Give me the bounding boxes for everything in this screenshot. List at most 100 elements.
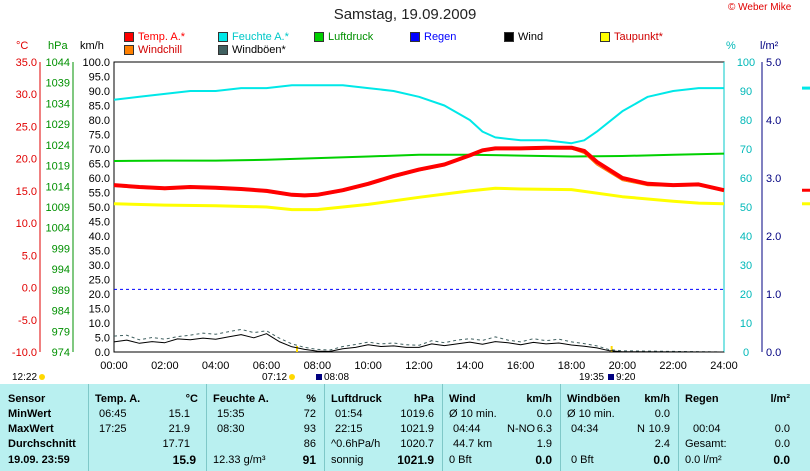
gust-max: 10.9 [648, 423, 670, 435]
legend-swatch [504, 32, 514, 42]
sunset-time: 19:35 [579, 372, 605, 383]
humidity-max-time: 08:30 [217, 423, 245, 435]
temp-tick-label: 30.0 [16, 89, 37, 101]
temp-header: Temp. A. [95, 393, 141, 405]
pressure-header: Luftdruck [331, 393, 382, 405]
legend-item: Feuchte A.* [218, 31, 289, 43]
wind-tick-label: 25.0 [89, 275, 110, 287]
temp-max: 21.9 [168, 423, 190, 435]
x-tick-label: 22:00 [659, 360, 687, 372]
legend-item: Taupunkt* [600, 31, 663, 43]
humidity-unit: % [306, 393, 316, 405]
humidity-tick-label: 20 [740, 289, 752, 301]
humidity-unit-label: % [726, 40, 736, 52]
x-tick-label: 02:00 [151, 360, 179, 372]
humidity-max: 93 [303, 423, 316, 435]
legend-item: Windchill [124, 44, 182, 56]
legend-item: Regen [410, 31, 456, 43]
series-line-wind [113, 333, 725, 353]
wind-tick-label: 40.0 [89, 231, 110, 243]
wind-tick-label: 70.0 [89, 144, 110, 156]
wind-tick-label: 0.0 [95, 347, 110, 359]
wind-max-direction: N-NO [507, 423, 536, 435]
gust-bft: 0 Bft [571, 454, 594, 466]
temp-column: Temp. A. °C 06:45 15.1 17:25 21.9 17.71 15.… [88, 384, 206, 471]
weather-chart: 35.0 30.0 25.0 20.0 15.0 10.0 5.0 0.0 -5.0 -10.0 1… [12, 57, 810, 372]
wind-column: Wind km/h Ø 10 min. 0.0 04:44 N-NO 6.3 44.7 … [442, 384, 560, 471]
humidity-tick-label: 70 [740, 144, 752, 156]
x-tick-label: 04:00 [202, 360, 230, 372]
humidity-tick-label: 80 [740, 115, 752, 127]
sunrise-end-marker: 08:08 [316, 372, 349, 383]
legend-label: Windböen* [232, 44, 286, 56]
wind-tick-label: 95.0 [89, 72, 110, 84]
gust-avg-label: Ø 10 min. [567, 408, 615, 420]
temp-current: 15.9 [172, 453, 196, 467]
label-min: MinWert [8, 408, 52, 420]
legend-item: Luftdruck [314, 31, 373, 43]
wind-tick-label: 60.0 [89, 173, 110, 185]
humidity-current: 91 [302, 453, 316, 467]
wind-max-time: 04:44 [453, 423, 481, 435]
chart-title: Samstag, 19.09.2009 [333, 6, 477, 23]
gust-avg: 2.4 [654, 438, 670, 450]
wind-bft: 0 Bft [449, 454, 472, 466]
sunset-end-marker: 9:20 [608, 372, 635, 383]
pressure-tick-label: 1034 [46, 98, 70, 110]
temp-tick-label: 35.0 [16, 57, 37, 69]
humidity-min: 72 [303, 408, 316, 420]
wind-avg-10min: 0.0 [536, 408, 552, 420]
temp-tick-label: 5.0 [22, 250, 37, 262]
x-tick-label: 08:00 [304, 360, 332, 372]
sun-icon [289, 374, 296, 381]
rain-current: 0.0 [773, 453, 790, 467]
statistics-table: Sensor MinWert MaxWert Durchschnitt 19.0… [0, 384, 810, 471]
pressure-current: 1021.9 [397, 453, 434, 467]
rain-tick-label: 3.0 [766, 173, 781, 185]
wind-avg-label: Ø 10 min. [449, 408, 497, 420]
x-tick-label: 14:00 [456, 360, 484, 372]
rain-max: 0.0 [774, 423, 790, 435]
pressure-tick-label: 974 [52, 347, 70, 359]
pressure-tick-label: 994 [52, 264, 70, 276]
gust-max-time: 04:34 [571, 423, 599, 435]
x-tick-label: 24:00 [710, 360, 738, 372]
x-tick-label: 00:00 [100, 360, 128, 372]
copyright-label: © Weber Mike [728, 2, 792, 13]
series-line-temp-a [113, 145, 725, 198]
legend-label: Windchill [138, 44, 183, 56]
sunset-marker: 19:35 [579, 372, 604, 383]
sunrise-left-marker: 12:22 [12, 372, 46, 383]
legend-item: Wind [504, 31, 543, 43]
legend-swatch [124, 45, 134, 55]
humidity-tick-label: 40 [740, 231, 752, 243]
temp-min: 15.1 [168, 408, 190, 420]
pressure-column: Luftdruck hPa 01:54 1019.6 22:15 1021.9 ^0.… [324, 384, 442, 471]
humidity-absolute: 12.33 g/m³ [213, 454, 266, 466]
series-line-taupunkt [113, 186, 725, 212]
series-line-windb-en [113, 328, 725, 353]
pressure-avg: 1020.7 [400, 438, 434, 450]
humidity-header: Feuchte A. [213, 393, 269, 405]
gust-max-direction: N [637, 423, 645, 435]
label-max: MaxWert [8, 423, 54, 435]
wind-tick-label: 35.0 [89, 246, 110, 258]
humidity-tick-label: 60 [740, 173, 752, 185]
legend-label: Wind [518, 31, 544, 43]
moon-icon [608, 374, 614, 381]
rain-column: Regen l/m² 00:04 0.0 Gesamt: 0.0 0.0 l/m² 0.… [678, 384, 810, 471]
temp-tick-label: 10.0 [16, 218, 37, 230]
gust-avg-10min: 0.0 [654, 408, 670, 420]
temp-tick-label: 0.0 [22, 283, 37, 295]
wind-tick-label: 85.0 [89, 101, 110, 113]
pressure-min-time: 01:54 [335, 408, 363, 420]
wind-tick-label: 30.0 [89, 260, 110, 272]
wind-distance: 44.7 km [453, 438, 493, 450]
chart-series [113, 84, 725, 353]
rain-unit: l/m² [770, 393, 790, 405]
pressure-tick-label: 1004 [46, 223, 70, 235]
gust-header: Windböen [567, 393, 621, 405]
rain-tick-label: 5.0 [766, 57, 781, 69]
sunrise-left-time: 12:22 [12, 372, 38, 383]
legend-label: Feuchte A.* [232, 31, 289, 43]
